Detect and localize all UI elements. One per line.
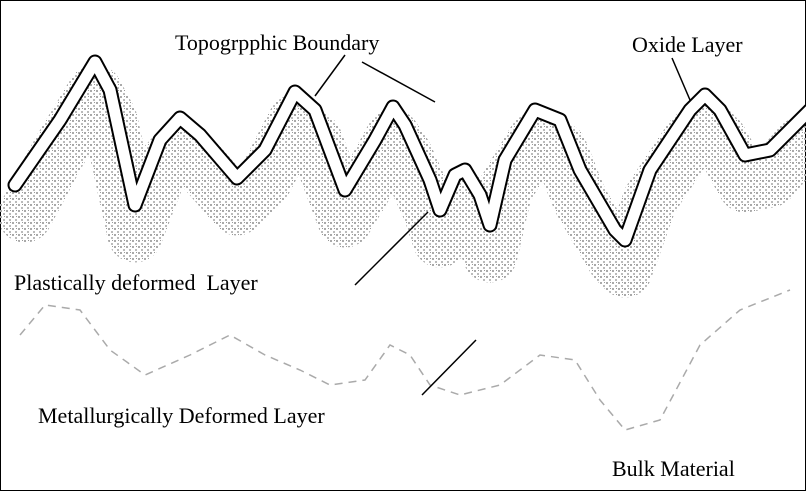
- label: Plastically deformed Layer: [14, 270, 258, 295]
- label: Topogrpphic Boundary: [175, 30, 379, 55]
- label: Metallurgically Deformed Layer: [38, 403, 325, 428]
- metallurgical-boundary: [19, 289, 791, 431]
- label: Oxide Layer: [632, 32, 743, 57]
- plastic-zone: [0, 64, 806, 298]
- label: Bulk Material: [612, 456, 735, 481]
- surface-profile: [7, 54, 806, 248]
- leader-lines: [314, 54, 691, 396]
